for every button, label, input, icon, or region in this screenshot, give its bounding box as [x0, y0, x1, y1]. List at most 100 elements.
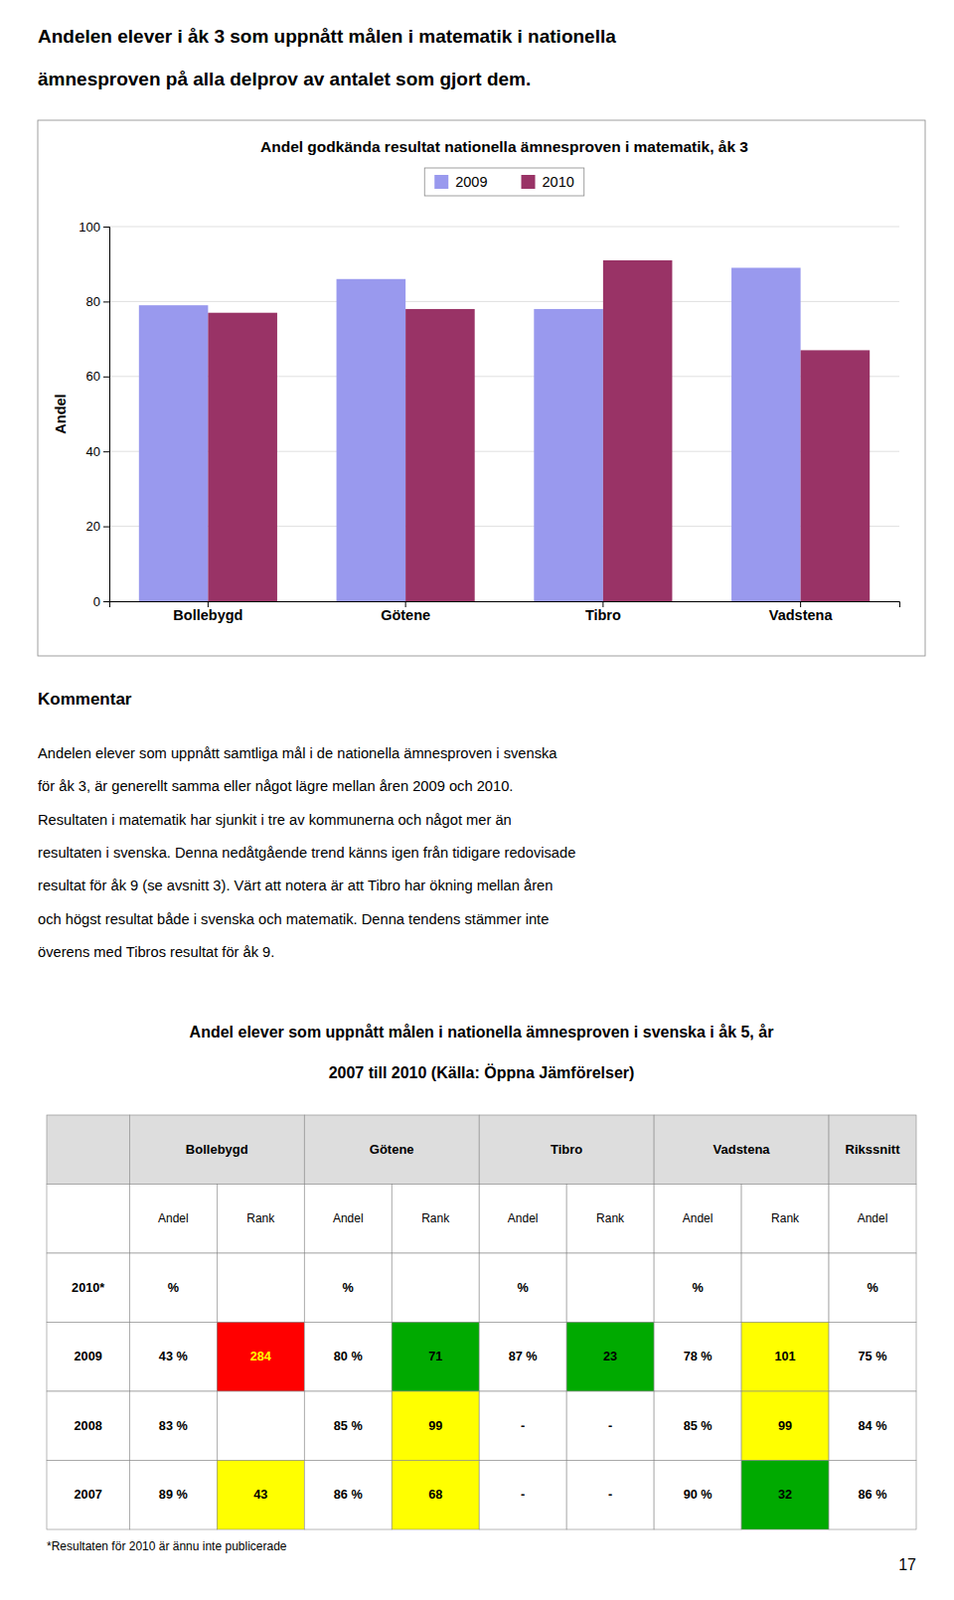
table-cell-bg [828, 1184, 917, 1255]
y-tick-mark [103, 376, 110, 378]
table-cell: - [566, 1460, 654, 1531]
x-axis-line [110, 602, 901, 609]
chart-title: Andel godkända resultat nationella ämnes… [260, 138, 749, 156]
x-tick-mark [405, 601, 407, 608]
table-cell-text: - [608, 1419, 613, 1433]
table-cell: 99 [391, 1391, 479, 1461]
table-cell-text: 80 % [333, 1349, 363, 1364]
table-cell-bg [304, 1322, 392, 1393]
table-cell-bg [828, 1322, 917, 1393]
table-cell: 68 [391, 1460, 479, 1531]
legend-label: 2009 [455, 173, 487, 190]
table-cell: 89 % [129, 1460, 217, 1531]
bar [533, 309, 604, 602]
table-cell-text: Götene [369, 1141, 415, 1157]
y-tick-label: 0 [93, 594, 101, 610]
commentary-line: Andelen elever som uppnått samtliga mål … [37, 745, 558, 762]
table-cell-bg [129, 1391, 217, 1461]
table-cell: Götene [304, 1114, 479, 1185]
table-cell-bg [46, 1184, 130, 1255]
table-cell-text: Andel [682, 1211, 714, 1226]
table-cell-bg [216, 1322, 305, 1393]
table-cell-bg [653, 1184, 742, 1255]
table-cell: 2008 [46, 1391, 130, 1461]
x-tick: Tibro [585, 601, 622, 624]
bar [405, 309, 476, 602]
table-cell: 43 [216, 1460, 305, 1531]
table-cell [46, 1184, 130, 1255]
bar [731, 267, 801, 602]
table-cell-text: 284 [250, 1349, 272, 1364]
legend-frame [424, 167, 585, 196]
table-cell-bg [653, 1253, 742, 1323]
page: Andelen elever i åk 3 som uppnått målen … [0, 0, 954, 1600]
legend-label: 2010 [542, 173, 575, 190]
commentary-line: för åk 3, är generellt samma eller något… [37, 778, 513, 795]
table-cell: 80 % [304, 1322, 392, 1393]
x-tick-label: Tibro [585, 607, 622, 624]
table-cell-bg [566, 1253, 654, 1323]
table-cell-bg [129, 1114, 305, 1185]
table-cell-text: 101 [774, 1349, 795, 1364]
chart-frame [37, 120, 926, 656]
commentary-line: Resultaten i matematik har sjunkit i tre… [37, 811, 512, 828]
x-tick: Bollebygd [172, 601, 243, 624]
x-tick: Vadstena [769, 601, 834, 624]
y-tick-mark [103, 451, 110, 453]
table-title: 2007 till 2010 (Källa: Öppna Jämförelser… [328, 1063, 636, 1082]
table-cell-bg [741, 1391, 829, 1461]
table-cell: 71 [391, 1322, 479, 1393]
table-cell: Vadstena [653, 1114, 829, 1185]
y-tick: 80 [86, 294, 110, 310]
table-cell-bg [129, 1184, 217, 1255]
table-cell-text: Bollebygd [185, 1141, 249, 1157]
table-cell-text: Andel [857, 1211, 889, 1226]
y-axis: 020406080100 [78, 219, 110, 610]
y-tick: 20 [86, 518, 110, 534]
commentary-title: Kommentar [37, 689, 133, 709]
table-cell: 86 % [304, 1460, 392, 1531]
table-cell-text: Andel [332, 1211, 364, 1226]
table-cell-bg [741, 1460, 829, 1531]
table-cell-bg [391, 1322, 479, 1393]
table-cell: Tibro [478, 1114, 654, 1185]
x-tick-label: Bollebygd [172, 607, 243, 624]
bar [336, 279, 407, 602]
footnote: *Resultaten för 2010 är ännu inte public… [46, 1539, 288, 1554]
table-cell-text: % [167, 1280, 179, 1295]
table-cell: 85 % [304, 1391, 392, 1461]
bar [139, 305, 209, 602]
y-axis-line [103, 227, 111, 603]
y-tick-label: 20 [86, 518, 101, 534]
table-cell-text: 2008 [74, 1419, 103, 1433]
x-tick-mark [602, 601, 604, 608]
table-cell-text: Andel [507, 1211, 539, 1226]
y-tick-mark [103, 226, 110, 228]
table-cell: 83 % [129, 1391, 217, 1461]
table-cell-text: 2009 [74, 1349, 103, 1364]
table-cell-bg [46, 1114, 130, 1185]
table-cell-bg [478, 1184, 567, 1255]
table-cell-text: 43 % [159, 1349, 188, 1364]
table-cell-bg [478, 1460, 567, 1531]
table-cell-bg [741, 1253, 829, 1323]
table-cell-bg [129, 1253, 217, 1323]
table-cell-bg [653, 1114, 829, 1185]
table-cell-bg [46, 1322, 130, 1393]
table-cell-text: Rank [421, 1211, 451, 1226]
table-cell-text: - [608, 1487, 613, 1502]
grid-line [109, 226, 900, 228]
table-cell [741, 1253, 829, 1323]
table-cell: % [129, 1253, 217, 1323]
table-cell-text: Rikssnitt [845, 1141, 902, 1157]
x-tick-label: Vadstena [769, 607, 834, 624]
legend-item: 2010 [521, 173, 575, 190]
legend-swatch [521, 174, 536, 189]
table-cell-bg [304, 1460, 392, 1531]
table-cell: 84 % [828, 1391, 917, 1461]
y-tick: 100 [78, 219, 110, 235]
x-tick-label: Götene [380, 607, 431, 624]
table-cell-text: Rank [246, 1211, 276, 1226]
y-tick: 0 [93, 594, 110, 610]
table-cell-bg [741, 1184, 829, 1255]
